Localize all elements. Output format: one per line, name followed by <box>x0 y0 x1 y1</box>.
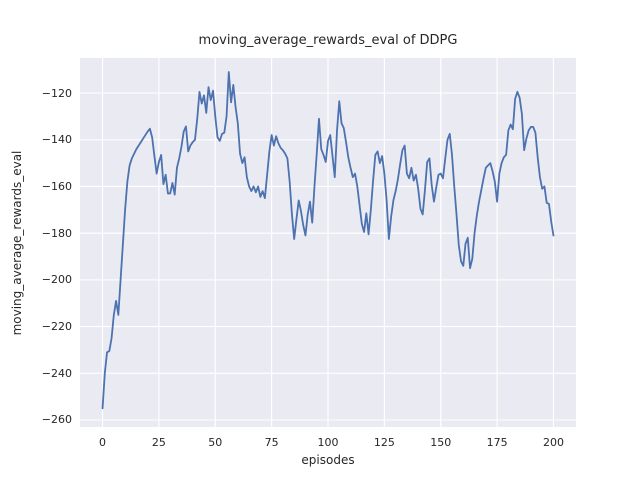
y-tick-label: −220 <box>41 320 72 334</box>
x-tick-label: 75 <box>264 436 279 449</box>
x-tick-label: 150 <box>430 436 452 449</box>
y-tick-label: −260 <box>41 413 72 427</box>
y-tick-label: −160 <box>41 179 72 193</box>
x-tick-label: 200 <box>542 436 564 449</box>
plot-area <box>80 58 576 427</box>
y-tick-label: −120 <box>41 86 72 100</box>
x-tick-label: 0 <box>99 436 107 449</box>
x-tick-label: 125 <box>373 436 395 449</box>
chart-title: moving_average_rewards_eval of DDPG <box>198 33 458 48</box>
x-tick-label: 100 <box>317 436 339 449</box>
plot-canvas <box>80 58 576 427</box>
y-tick-label: −140 <box>41 133 72 147</box>
x-tick-label: 175 <box>486 436 508 449</box>
x-axis-label: episodes <box>301 453 355 467</box>
y-axis-label: moving_average_rewards_eval <box>10 150 24 336</box>
x-tick-label: 50 <box>208 436 223 449</box>
y-tick-label: −200 <box>41 273 72 287</box>
y-tick-label: −180 <box>41 226 72 240</box>
reward-line <box>101 71 555 410</box>
y-tick-label: −240 <box>41 366 72 380</box>
x-tick-label: 25 <box>151 436 166 449</box>
